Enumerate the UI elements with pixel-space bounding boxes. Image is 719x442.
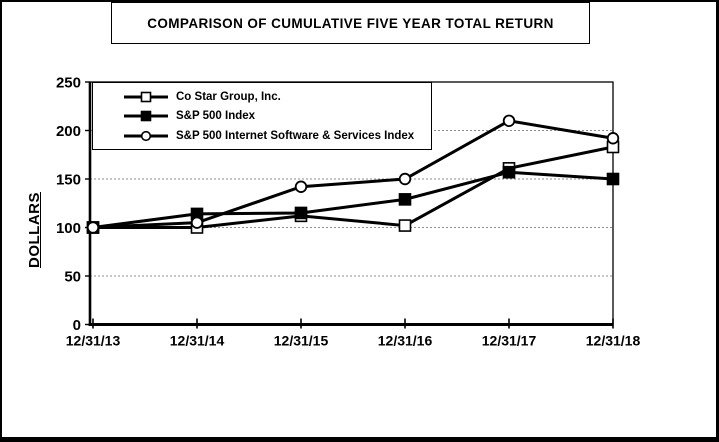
chart-title-box: COMPARISON OF CUMULATIVE FIVE YEAR TOTAL… <box>111 2 590 44</box>
data-point-open-circle <box>86 221 100 234</box>
y-tick-label: 150 <box>56 172 81 189</box>
y-tick-label: 50 <box>64 269 81 286</box>
y-tick-label: 250 <box>56 75 81 92</box>
series-line <box>92 170 614 229</box>
open-circle-marker-icon <box>124 130 168 141</box>
x-tick-label: 12/31/16 <box>378 333 433 349</box>
total-return-line-chart: 0 50 100 150 200 250 12/31/13 12/31/14 12/31/15 1… <box>56 75 641 349</box>
y-tick-label: 100 <box>56 220 81 237</box>
series-line <box>93 145 614 229</box>
legend-item-sp500: S&P 500 Index <box>123 109 431 124</box>
x-tick-label: 12/31/17 <box>482 333 537 349</box>
legend: Co Star Group, Inc. S&P 500 Index S&P 50… <box>92 82 432 150</box>
series-line <box>92 119 614 229</box>
data-point-filled-square <box>606 172 620 186</box>
data-point-open-circle <box>190 216 204 229</box>
data-point-filled-square <box>294 206 308 220</box>
data-point-open-circle <box>294 180 308 193</box>
y-tick-label: 0 <box>73 317 81 334</box>
legend-label-internet-index: S&P 500 Internet Software & Services Ind… <box>176 129 415 142</box>
x-tick-label: 12/31/14 <box>170 333 225 349</box>
x-tick-label: 12/31/15 <box>274 333 329 349</box>
x-tick-label: 12/31/18 <box>586 333 641 349</box>
legend-item-costar: Co Star Group, Inc. <box>123 89 431 104</box>
y-tick-label: 200 <box>56 123 81 140</box>
open-square-marker-icon <box>124 91 168 102</box>
filled-square-marker-icon <box>124 110 168 122</box>
y-axis-label: DOLLARS <box>26 192 43 268</box>
data-point-filled-square <box>502 165 516 179</box>
data-point-open-circle <box>398 172 412 186</box>
legend-label-sp500: S&P 500 Index <box>176 110 256 122</box>
data-point-open-circle <box>502 114 516 128</box>
data-point-open-circle <box>606 132 620 145</box>
x-tick-label: 12/31/13 <box>66 333 121 349</box>
data-point-open-square <box>398 219 412 232</box>
chart-title: COMPARISON OF CUMULATIVE FIVE YEAR TOTAL… <box>147 15 554 31</box>
legend-item-internet-index: S&P 500 Internet Software & Services Ind… <box>123 128 431 143</box>
legend-label-costar: Co Star Group, Inc. <box>176 90 281 103</box>
data-point-filled-square <box>398 193 412 206</box>
